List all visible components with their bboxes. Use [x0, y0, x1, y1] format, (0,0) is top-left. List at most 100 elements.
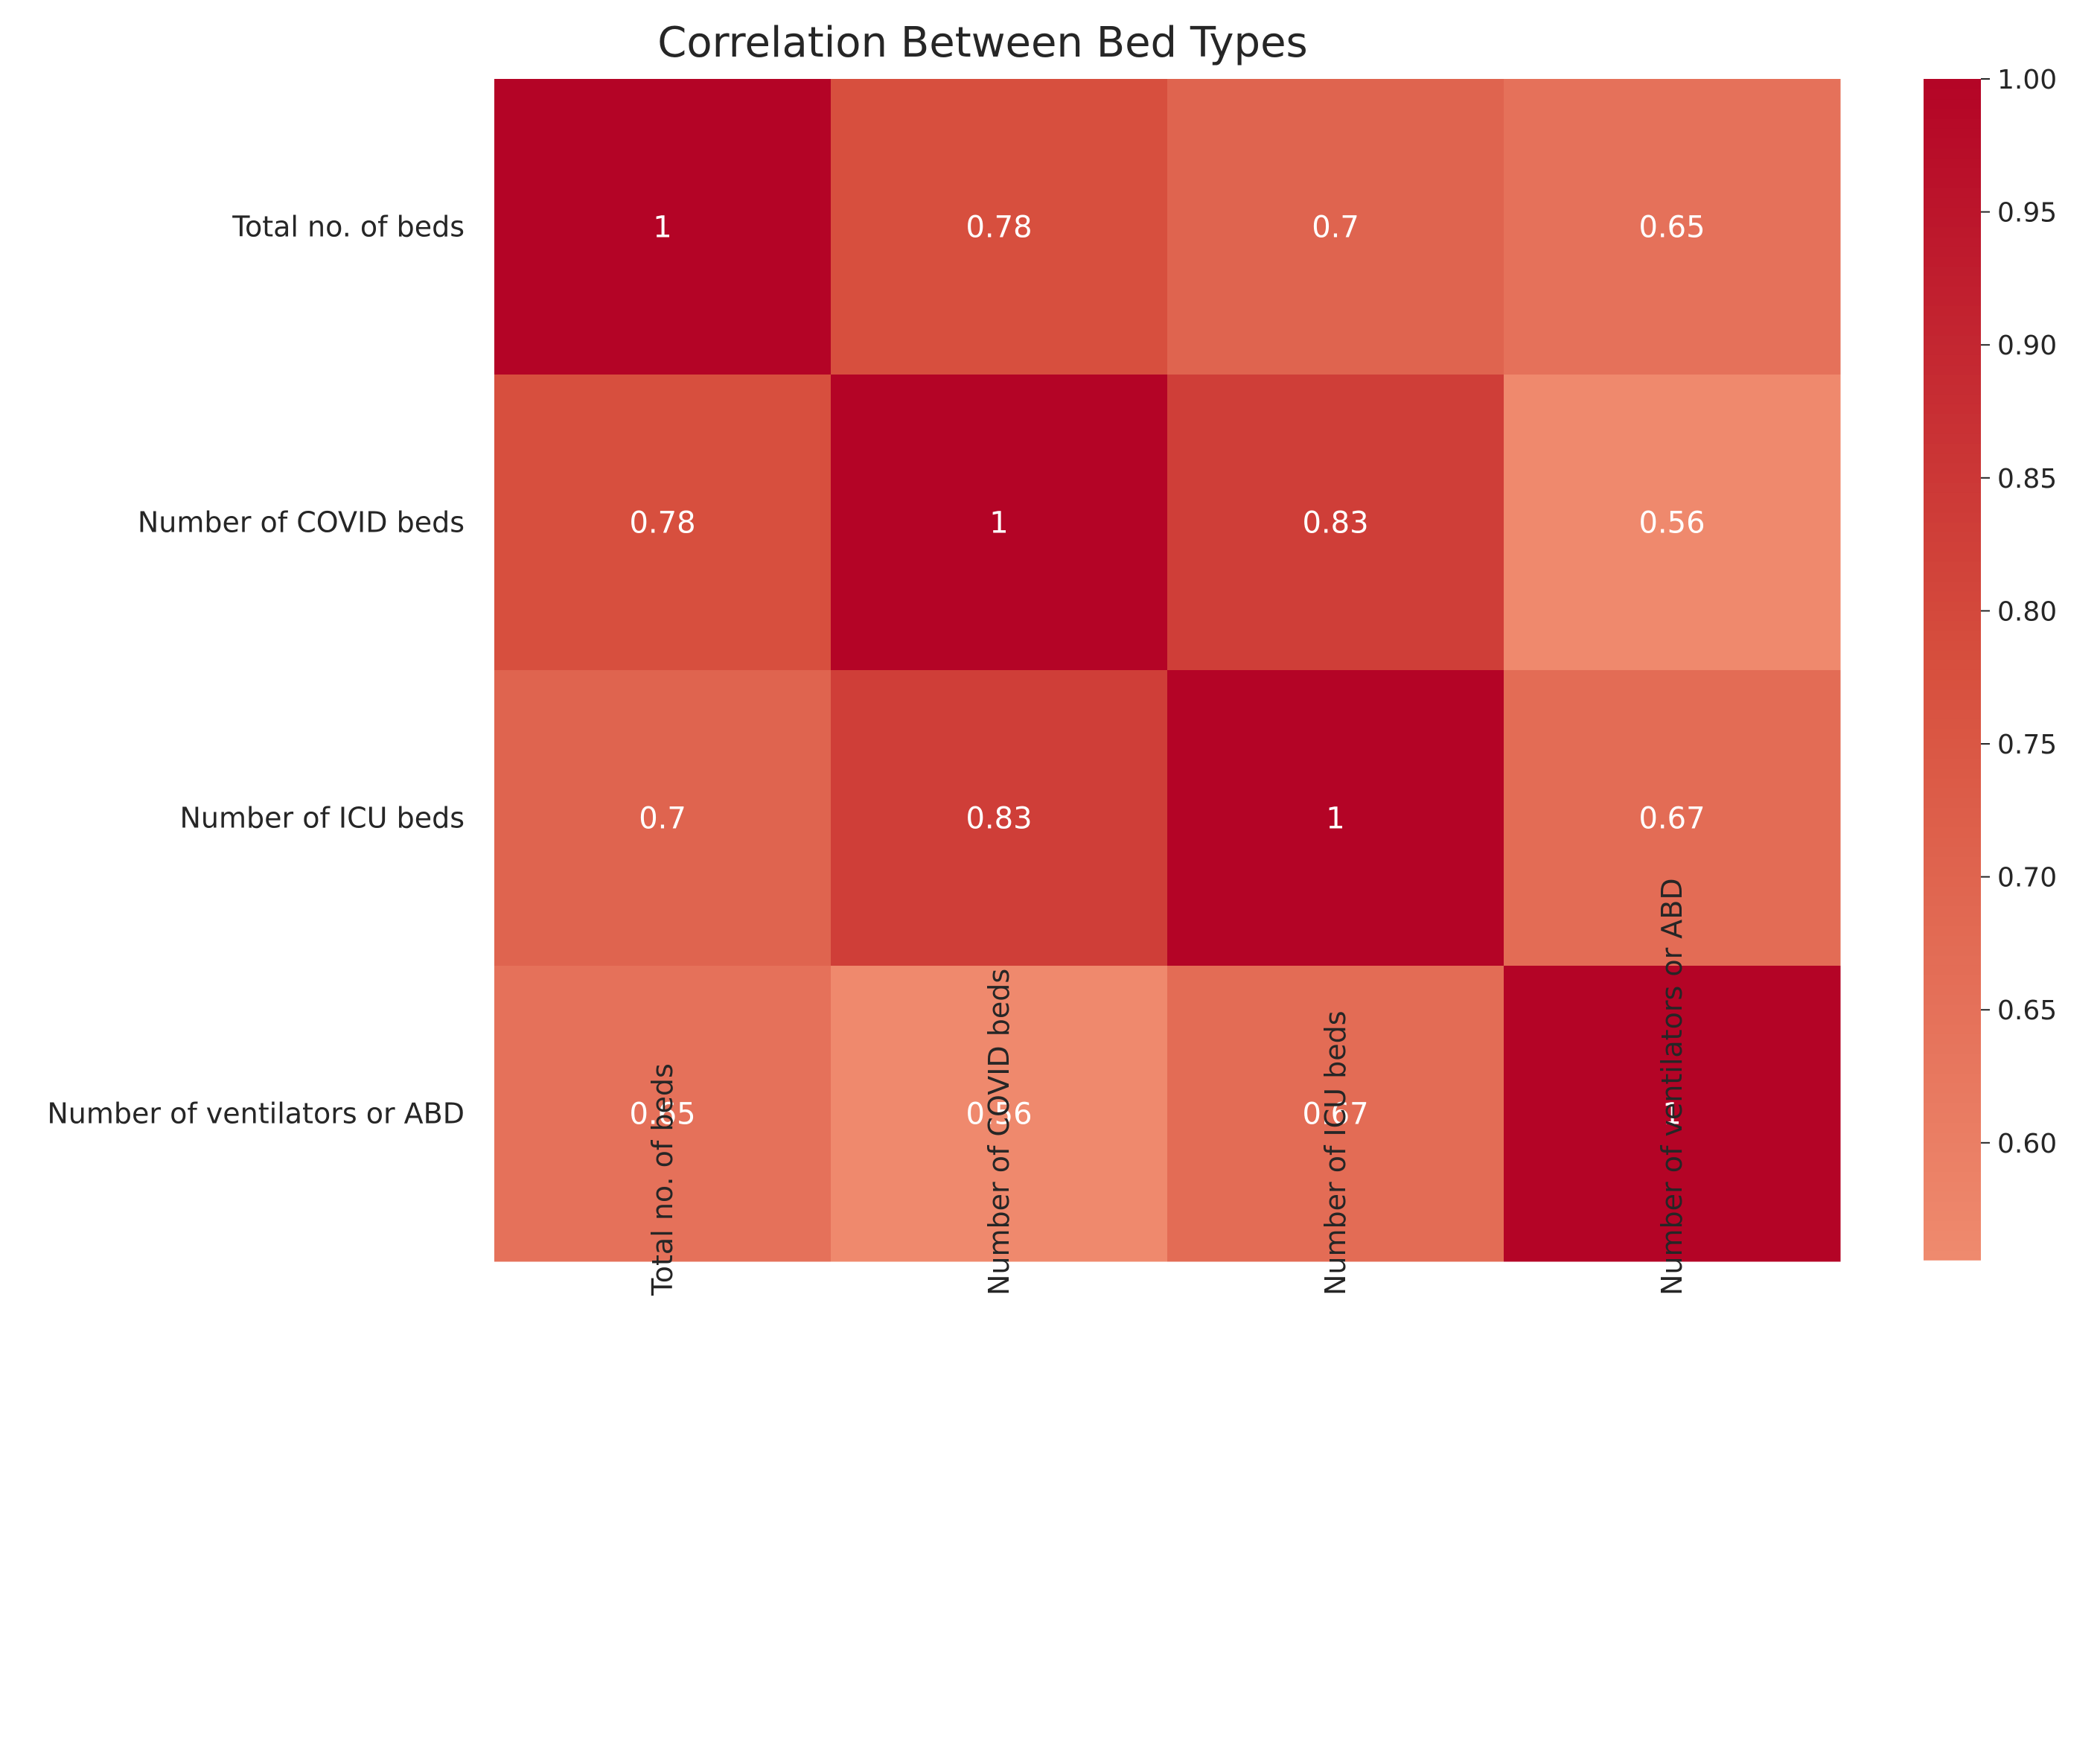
heatmap-cell — [831, 375, 1168, 671]
cell-value-label: 0.7 — [1312, 211, 1359, 245]
colorbar-segment — [1924, 334, 1981, 345]
colorbar-segment — [1924, 462, 1981, 474]
colorbar-segment — [1924, 787, 1981, 798]
colorbar-segment — [1924, 630, 1981, 641]
colorbar-segment — [1924, 1083, 1981, 1094]
colorbar-segment — [1924, 866, 1981, 877]
heatmap-cell — [1167, 375, 1504, 671]
colorbar-segment — [1924, 404, 1981, 415]
colorbar-segment — [1924, 719, 1981, 730]
colorbar-segment — [1924, 1102, 1981, 1113]
colorbar-segment — [1924, 255, 1981, 267]
colorbar-segment — [1924, 964, 1981, 975]
colorbar-segment — [1924, 945, 1981, 956]
heatmap-cell — [494, 79, 832, 375]
colorbar-segment — [1924, 826, 1981, 838]
colorbar-segment — [1924, 807, 1981, 818]
cell-value-label: 1 — [1326, 802, 1344, 836]
colorbar-segment — [1924, 1220, 1981, 1232]
colorbar-segment — [1924, 236, 1981, 247]
colorbar-segment — [1924, 955, 1981, 966]
cell-value-label: 0.83 — [966, 802, 1032, 836]
heatmap-cell — [494, 375, 832, 671]
colorbar-segment — [1924, 354, 1981, 366]
cell-value-label: 0.65 — [629, 1098, 695, 1132]
colorbar-segment — [1924, 1112, 1981, 1123]
colorbar-segment — [1924, 128, 1981, 139]
colorbar-segment — [1924, 433, 1981, 444]
colorbar-segment — [1924, 679, 1981, 690]
colorbar-segment — [1924, 1053, 1981, 1064]
x-axis-tick-labels: Total no. of beds Number of COVID beds Num… — [646, 878, 1688, 1296]
colorbar-segment — [1924, 1033, 1981, 1045]
colorbar-segment — [1924, 1230, 1981, 1241]
colorbar-tick-label: 0.90 — [1997, 331, 2057, 361]
colorbar-tick-label: 0.60 — [1997, 1129, 2057, 1159]
colorbar-segment — [1924, 885, 1981, 896]
colorbar-segment — [1924, 817, 1981, 828]
colorbar-segment — [1924, 915, 1981, 926]
colorbar-segment — [1924, 1210, 1981, 1221]
colorbar-segment — [1924, 167, 1981, 178]
colorbar-segment — [1924, 393, 1981, 404]
colorbar-segment — [1924, 570, 1981, 582]
colorbar-segment — [1924, 246, 1981, 257]
colorbar-segment — [1924, 118, 1981, 129]
colorbar-segment — [1924, 768, 1981, 779]
colorbar-segment — [1924, 512, 1981, 523]
colorbar-segment — [1924, 619, 1981, 631]
colorbar-tick-label: 0.80 — [1997, 596, 2057, 627]
colorbar-segment — [1924, 1132, 1981, 1143]
colorbar-segment — [1924, 590, 1981, 602]
colorbar-segment — [1924, 846, 1981, 857]
colorbar-segment — [1924, 79, 1981, 90]
colorbar: 0.60 0.65 0.70 0.75 0.80 0.85 0.90 0.95 1.00 — [1924, 65, 2057, 1261]
heatmap-cell — [1167, 966, 1504, 1262]
colorbar-segment — [1924, 551, 1981, 562]
cell-value-label: 0.7 — [639, 802, 686, 836]
cell-value-label: 1 — [1662, 1098, 1681, 1132]
colorbar-segment — [1924, 905, 1981, 917]
colorbar-segment — [1924, 1171, 1981, 1182]
colorbar-segment — [1924, 708, 1981, 719]
colorbar-segment — [1924, 138, 1981, 149]
cell-value-label: 0.67 — [1302, 1098, 1368, 1132]
colorbar-segment — [1924, 344, 1981, 355]
colorbar-segment — [1924, 1200, 1981, 1211]
colorbar-segment — [1924, 934, 1981, 946]
colorbar-segment — [1924, 453, 1981, 464]
colorbar-segment — [1924, 1043, 1981, 1054]
colorbar-tick-label: 0.65 — [1997, 996, 2057, 1026]
colorbar-segment — [1924, 482, 1981, 493]
colorbar-segment — [1924, 226, 1981, 238]
colorbar-tick-label: 0.85 — [1997, 464, 2057, 494]
colorbar-segment — [1924, 610, 1981, 621]
chart-title: Correlation Between Bed Types — [657, 19, 1307, 67]
colorbar-segment — [1924, 836, 1981, 847]
colorbar-segment — [1924, 1151, 1981, 1162]
colorbar-segment — [1924, 472, 1981, 483]
colorbar-segment — [1924, 1240, 1981, 1251]
colorbar-segment — [1924, 1191, 1981, 1202]
colorbar-segment — [1924, 206, 1981, 217]
colorbar-segment — [1924, 856, 1981, 867]
colorbar-segment — [1924, 1004, 1981, 1015]
colorbar-segment — [1924, 305, 1981, 316]
colorbar-segment — [1924, 777, 1981, 789]
colorbar-segment — [1924, 531, 1981, 542]
colorbar-segment — [1924, 295, 1981, 306]
colorbar-segment — [1924, 974, 1981, 985]
colorbar-segment — [1924, 266, 1981, 277]
colorbar-segment — [1924, 876, 1981, 887]
colorbar-segment — [1924, 364, 1981, 375]
colorbar-segment — [1924, 285, 1981, 296]
y-tick-label: Number of ventilators or ABD — [47, 1098, 465, 1130]
heatmap-cell — [1504, 966, 1841, 1262]
y-tick-label: Total no. of beds — [232, 211, 465, 243]
colorbar-segment — [1924, 1249, 1981, 1261]
colorbar-segment — [1924, 984, 1981, 995]
heatmap-cell — [831, 670, 1168, 966]
colorbar-segment — [1924, 89, 1981, 100]
y-tick-label: Number of COVID beds — [138, 506, 465, 539]
